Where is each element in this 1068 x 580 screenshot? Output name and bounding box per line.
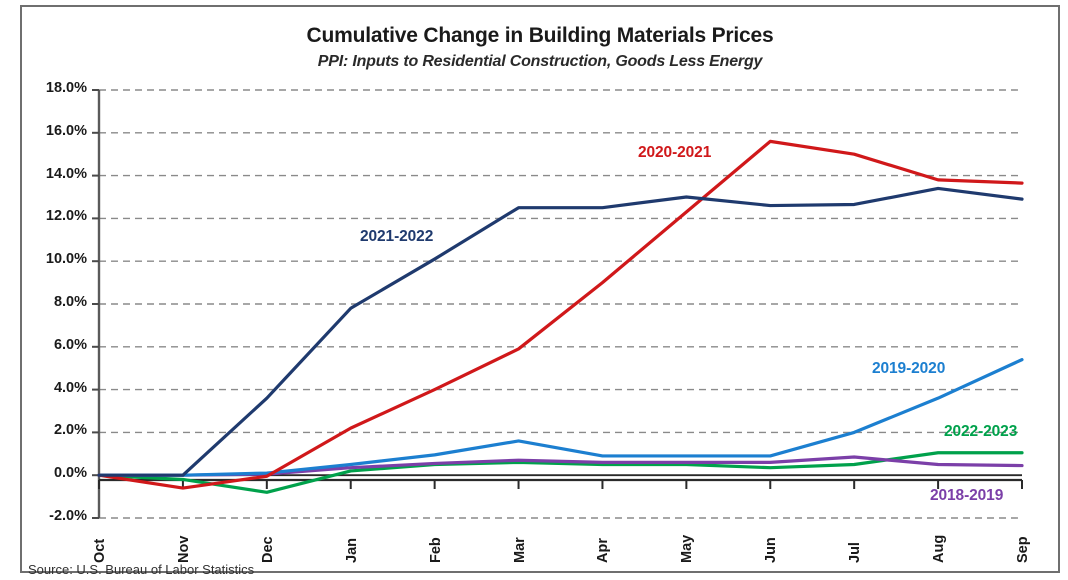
x-axis-tick-label: Nov xyxy=(175,535,192,563)
x-axis-tick-label: Aug xyxy=(931,534,948,563)
x-axis-tick-label: Oct xyxy=(92,538,108,563)
y-axis-tick-label: 10.0% xyxy=(45,251,87,268)
x-axis-tick-label: May xyxy=(679,534,696,563)
series-line-2021-2022 xyxy=(97,186,1024,477)
y-axis-tick-label: 2.0% xyxy=(53,422,87,439)
series-label-2019-2020: 2019-2020 xyxy=(872,360,946,377)
chart-subtitle: PPI: Inputs to Residential Construction,… xyxy=(317,53,763,70)
series-label-2020-2021: 2020-2021 xyxy=(638,144,712,161)
source-note: Source: U.S. Bureau of Labor Statistics xyxy=(28,562,255,577)
x-axis-tick-label: Jun xyxy=(763,537,780,563)
y-axis-tick-label: 4.0% xyxy=(53,379,87,396)
y-axis-tick-label: 12.0% xyxy=(45,208,87,225)
gridlines-group xyxy=(99,89,1022,519)
y-axis-tick-label: 14.0% xyxy=(45,165,87,182)
series-line-2019-2020 xyxy=(97,358,1024,477)
series-lines-group xyxy=(97,139,1024,494)
y-axis-tick-label: 6.0% xyxy=(53,336,87,353)
series-label-2022-2023: 2022-2023 xyxy=(944,423,1018,440)
x-axis-tick-label: Jan xyxy=(343,538,360,563)
y-axis-tick-label: 18.0% xyxy=(45,80,87,96)
figure-border xyxy=(20,5,1060,573)
y-tick-marks-group xyxy=(92,89,99,519)
x-axis-tick-label: Jul xyxy=(847,542,864,563)
y-axis-tick-label: 0.0% xyxy=(53,465,87,482)
x-axis-tick-label: Feb xyxy=(427,537,444,563)
series-label-2021-2022: 2021-2022 xyxy=(360,228,434,245)
x-axis-tick-label: Dec xyxy=(259,536,276,563)
x-axis-tick-label: Sep xyxy=(1015,536,1031,563)
chart-title: Cumulative Change in Building Materials … xyxy=(306,24,774,47)
y-axis-tick-label: 16.0% xyxy=(45,122,87,139)
x-axis-tick-label: Apr xyxy=(595,538,612,563)
y-axis-tick-label: 8.0% xyxy=(53,294,87,310)
series-label-2018-2019: 2018-2019 xyxy=(930,487,1004,504)
series-line-2020-2021 xyxy=(97,139,1024,490)
series-line-2022-2023 xyxy=(97,451,1024,494)
x-axis-tick-label: Mar xyxy=(511,537,528,563)
y-axis-tick-label: -2.0% xyxy=(49,508,87,524)
